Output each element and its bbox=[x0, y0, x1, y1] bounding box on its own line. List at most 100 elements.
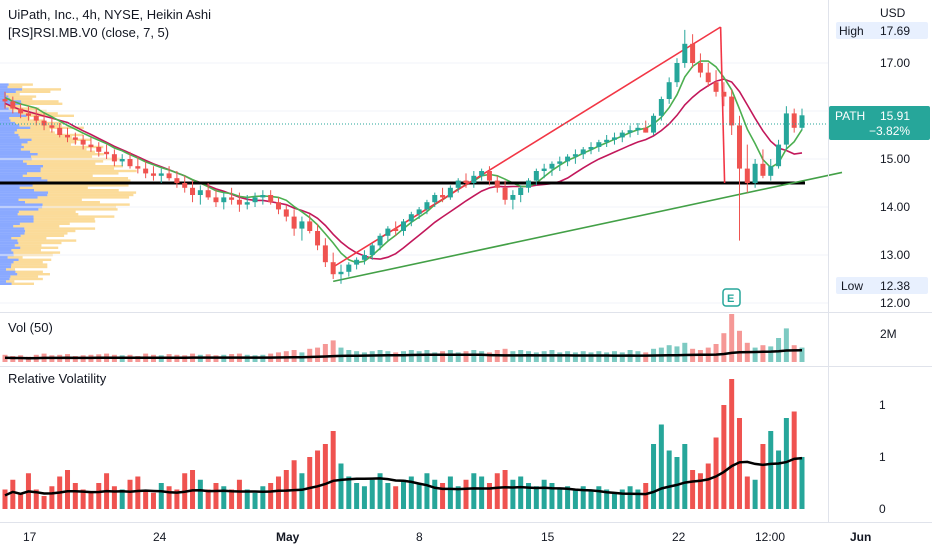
candle[interactable] bbox=[518, 187, 524, 195]
volume-bar[interactable] bbox=[526, 351, 532, 362]
candle[interactable] bbox=[658, 99, 664, 116]
candle[interactable] bbox=[580, 149, 586, 155]
candle[interactable] bbox=[572, 154, 578, 157]
volatility-bar[interactable] bbox=[424, 473, 430, 509]
volume-bar[interactable] bbox=[736, 330, 742, 362]
volatility-bar[interactable] bbox=[111, 486, 117, 509]
volatility-bar[interactable] bbox=[41, 496, 47, 509]
candle[interactable] bbox=[596, 142, 602, 147]
volume-bar[interactable] bbox=[666, 345, 672, 362]
candle[interactable] bbox=[604, 139, 610, 143]
candle[interactable] bbox=[150, 173, 156, 176]
candle[interactable] bbox=[260, 195, 266, 198]
volatility-bar[interactable] bbox=[416, 483, 422, 509]
candle[interactable] bbox=[783, 113, 789, 145]
volume-bars[interactable] bbox=[2, 314, 805, 362]
volume-bar[interactable] bbox=[557, 352, 563, 362]
volatility-bar[interactable] bbox=[682, 444, 688, 509]
volume-bar[interactable] bbox=[682, 342, 688, 362]
volatility-bar[interactable] bbox=[658, 424, 664, 510]
candle[interactable] bbox=[424, 202, 430, 210]
candle[interactable] bbox=[682, 43, 688, 63]
candle[interactable] bbox=[643, 127, 649, 133]
volatility-bar[interactable] bbox=[213, 483, 219, 509]
volatility-bar[interactable] bbox=[760, 444, 766, 509]
candle[interactable] bbox=[205, 190, 211, 198]
volume-bar[interactable] bbox=[315, 347, 321, 362]
volatility-bar[interactable] bbox=[260, 486, 266, 509]
volume-bar[interactable] bbox=[588, 352, 594, 362]
candle[interactable] bbox=[33, 115, 39, 121]
candle[interactable] bbox=[502, 187, 508, 200]
candle[interactable] bbox=[338, 271, 344, 275]
candle[interactable] bbox=[2, 99, 8, 102]
candle[interactable] bbox=[432, 195, 438, 203]
candle[interactable] bbox=[486, 171, 492, 181]
volatility-bar[interactable] bbox=[674, 457, 680, 509]
volume-ma-line[interactable] bbox=[4, 349, 803, 360]
candle[interactable] bbox=[541, 168, 547, 171]
volume-bar[interactable] bbox=[455, 352, 461, 362]
volatility-bar[interactable] bbox=[229, 489, 235, 510]
volatility-bar[interactable] bbox=[307, 457, 313, 509]
candle[interactable] bbox=[416, 209, 422, 215]
volatility-bar[interactable] bbox=[65, 470, 71, 509]
candle[interactable] bbox=[104, 151, 110, 155]
candle[interactable] bbox=[533, 171, 539, 181]
candle[interactable] bbox=[736, 125, 742, 169]
volume-bar[interactable] bbox=[471, 350, 477, 362]
volatility-bar[interactable] bbox=[557, 489, 563, 510]
candles[interactable] bbox=[2, 29, 805, 284]
candle[interactable] bbox=[611, 137, 617, 140]
candle[interactable] bbox=[182, 183, 188, 188]
candle[interactable] bbox=[494, 180, 500, 188]
volatility-bar[interactable] bbox=[119, 489, 125, 510]
candle[interactable] bbox=[10, 101, 16, 109]
volume-bar[interactable] bbox=[393, 352, 399, 362]
volatility-bar[interactable] bbox=[166, 486, 172, 509]
volatility-bar[interactable] bbox=[401, 479, 406, 509]
current-price-badge[interactable] bbox=[829, 106, 930, 140]
volatility-bar[interactable] bbox=[502, 470, 508, 509]
candle[interactable] bbox=[41, 120, 47, 126]
volume-bar[interactable] bbox=[783, 328, 789, 362]
volatility-bar[interactable] bbox=[799, 457, 805, 509]
candle[interactable] bbox=[455, 180, 461, 188]
candle[interactable] bbox=[729, 96, 735, 126]
volatility-bar[interactable] bbox=[338, 463, 344, 510]
volatility-bar[interactable] bbox=[697, 473, 703, 509]
candle[interactable] bbox=[760, 163, 766, 176]
candle[interactable] bbox=[385, 228, 391, 236]
volatility-bar[interactable] bbox=[604, 489, 610, 510]
candle[interactable] bbox=[776, 144, 782, 167]
volatility-bar[interactable] bbox=[158, 483, 164, 509]
candle[interactable] bbox=[299, 221, 305, 229]
volatility-bar[interactable] bbox=[690, 470, 696, 509]
candle[interactable] bbox=[666, 82, 672, 99]
candle[interactable] bbox=[674, 63, 680, 83]
volatility-bar[interactable] bbox=[127, 479, 133, 509]
candle[interactable] bbox=[713, 82, 719, 92]
candle[interactable] bbox=[158, 173, 164, 176]
volatility-bar[interactable] bbox=[572, 489, 578, 510]
volatility-bar[interactable] bbox=[393, 486, 399, 509]
volatility-bar[interactable] bbox=[596, 486, 602, 509]
volatility-bar[interactable] bbox=[729, 379, 735, 509]
volatility-bar[interactable] bbox=[33, 489, 39, 510]
candle[interactable] bbox=[377, 235, 383, 246]
volatility-bar[interactable] bbox=[322, 444, 328, 509]
candle[interactable] bbox=[322, 245, 328, 263]
candle[interactable] bbox=[80, 139, 86, 145]
red-trend-line-upper[interactable] bbox=[332, 26, 722, 268]
volatility-bar[interactable] bbox=[2, 489, 8, 510]
candle[interactable] bbox=[88, 144, 94, 147]
volatility-bar[interactable] bbox=[768, 431, 774, 509]
candle[interactable] bbox=[619, 132, 625, 138]
volatility-bar[interactable] bbox=[666, 450, 672, 510]
volatility-bar[interactable] bbox=[526, 483, 532, 509]
candle[interactable] bbox=[635, 127, 641, 131]
volatility-bar[interactable] bbox=[143, 489, 149, 510]
volatility-bar[interactable] bbox=[479, 476, 485, 510]
volatility-bar[interactable] bbox=[299, 473, 305, 509]
volatility-bar[interactable] bbox=[10, 479, 16, 509]
